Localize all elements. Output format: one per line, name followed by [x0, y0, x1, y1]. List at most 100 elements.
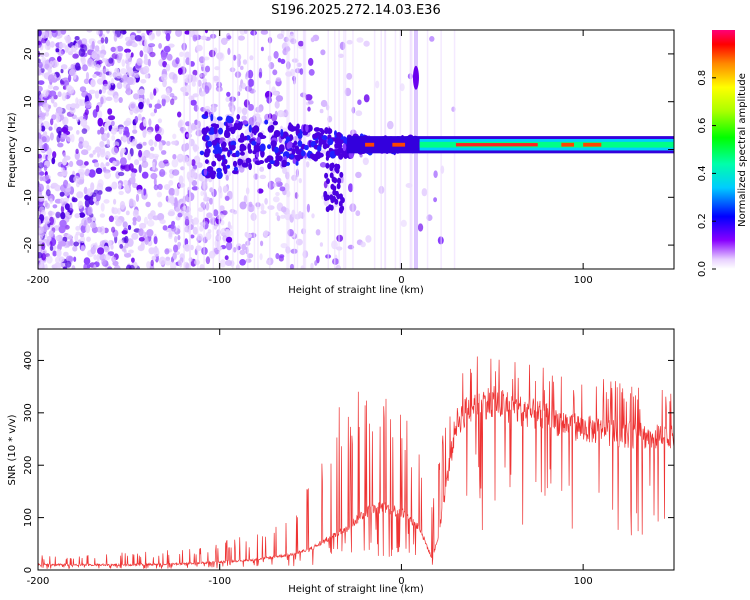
spectrogram-noise-blob	[177, 212, 183, 218]
spectrogram-noise-blob	[38, 162, 44, 169]
spectrogram-noise-blob	[116, 82, 123, 90]
spectrogram-noise-blob	[259, 166, 265, 172]
spectrogram-noise-blob	[172, 154, 177, 160]
spectrogram-signal-blob	[340, 197, 345, 204]
spectrogram-noise-blob	[160, 51, 167, 61]
spectrogram-noise-blob	[165, 32, 171, 42]
spectrogram-noise-blob	[138, 228, 144, 237]
spectrogram-noise-blob	[152, 161, 156, 171]
spectrogram-noise-blob	[97, 110, 103, 119]
spectrogram-noise-blob	[38, 211, 41, 216]
spectrogram-noise-blob	[151, 255, 157, 261]
spectrogram-noise-blob	[70, 133, 75, 143]
spectrogram-noise-blob	[279, 254, 285, 259]
spectrogram-noise-blob	[177, 241, 182, 247]
spectrogram-signal-blob	[201, 127, 208, 136]
spectrogram-noise-blob	[62, 152, 66, 158]
spectrogram-noise-blob	[205, 202, 210, 211]
spectrogram-noise-blob	[127, 39, 133, 46]
spectrogram-noise-blob	[144, 236, 149, 245]
spectrogram-noise-blob	[49, 60, 54, 68]
spectrogram-noise-blob	[128, 249, 134, 254]
spectrogram-noise-blob	[200, 92, 204, 97]
spectrogram-noise-blob	[99, 146, 106, 155]
spectrogram-signal-blob	[322, 135, 328, 141]
spectrogram-noise-blob	[138, 88, 145, 96]
spectrogram-noise-blob	[54, 236, 59, 241]
spectrogram-signal-blob	[325, 150, 331, 159]
spectrogram-signal-blob	[239, 151, 245, 156]
spectrogram-signal-blob	[300, 150, 306, 157]
spectrogram-noise-blob	[136, 143, 143, 150]
spectrogram-noise-blob	[267, 205, 275, 211]
spectrogram-signal-blob	[329, 204, 334, 211]
colorbar-label: Normalized spectral amplitude	[737, 73, 748, 227]
spectrogram-noise-blob	[307, 100, 314, 105]
spectrogram-noise-blob	[165, 63, 171, 72]
spectrogram-noise-blob	[38, 61, 43, 69]
spectrogram-noise-blob	[67, 126, 73, 131]
spectrogram-noise-blob	[152, 215, 160, 221]
spectrogram-noise-blob	[72, 245, 78, 252]
spectrogram-noise-blob	[106, 132, 110, 138]
spectrogram-noise-blob	[238, 84, 243, 92]
spectrogram-noise-blob	[279, 186, 286, 192]
spectrogram-noise-blob	[109, 70, 113, 78]
spectrogram-noise-blob	[60, 167, 65, 172]
spectrogram-noise-blob	[154, 133, 162, 142]
spectrogram-noise-blob	[104, 36, 109, 44]
spectrogram-noise-blob	[106, 30, 110, 34]
spectrogram-noise-blob	[107, 115, 116, 121]
spectrogram-noise-blob	[151, 32, 155, 40]
snr-y-label: SNR (10 * v/v)	[7, 414, 18, 485]
spectrogram-noise-blob	[298, 211, 303, 219]
spectrogram-signal-blob	[334, 142, 340, 149]
spectrogram-noise-blob	[306, 203, 310, 213]
spectrogram-noise-blob	[112, 160, 117, 166]
spectrogram-signal-blob	[251, 140, 257, 146]
spectrogram-signal-blob	[223, 167, 228, 175]
spectrogram-streak	[327, 30, 329, 269]
spectrogram-noise-blob	[43, 142, 48, 152]
spectrogram-noise-blob	[153, 236, 158, 245]
colorbar-gradient	[712, 30, 735, 269]
spectrogram-noise-blob	[164, 30, 172, 36]
spectrogram-noise-blob	[64, 203, 70, 211]
spectrogram-noise-blob	[171, 169, 180, 176]
spectrogram-noise-blob	[192, 226, 198, 235]
spectrogram-noise-blob	[166, 141, 171, 146]
spectrogram-noise-blob	[81, 217, 89, 227]
spectrogram-noise-blob	[400, 219, 407, 227]
spectrogram-noise-blob	[43, 165, 48, 171]
spectrogram-noise-blob	[74, 213, 80, 219]
spectrogram-noise-blob	[111, 53, 119, 59]
spectrogram-noise-blob	[50, 97, 55, 104]
spectrogram-signal-blob	[333, 177, 338, 184]
spectrogram-signal-blob	[267, 144, 272, 150]
spectrogram-noise-blob	[38, 116, 43, 125]
spectrogram-noise-blob	[282, 167, 288, 175]
spectrogram-noise-blob	[162, 225, 168, 231]
spectrogram-noise-blob	[118, 126, 125, 132]
spectrogram-signal-blob	[336, 183, 341, 190]
spectrogram-noise-blob	[65, 255, 74, 263]
spectrogram-noise-blob	[61, 92, 67, 102]
spectrogram-signal-blob	[199, 150, 205, 156]
spectrogram-noise-blob	[174, 235, 178, 243]
spectrogram-signal-blob	[273, 146, 279, 154]
spectrogram-vertical-blob	[412, 65, 419, 90]
carrier-band-inner	[419, 141, 674, 148]
spectrogram-noise-blob	[58, 225, 66, 234]
spectrogram-noise-blob	[127, 224, 132, 231]
x-tick-label: -200	[27, 275, 50, 286]
spectrogram-noise-blob	[224, 195, 230, 201]
spectrogram-noise-blob	[119, 157, 127, 166]
spectrogram-noise-blob	[260, 30, 269, 35]
spectrogram-noise-blob	[113, 33, 118, 42]
spectrogram-signal-blob	[238, 158, 244, 165]
y-tick-label: 400	[23, 351, 34, 370]
spectrogram-noise-blob	[153, 88, 157, 96]
spectrogram-signal-blob	[226, 116, 234, 124]
spectrogram-noise-blob	[275, 191, 280, 197]
spectrogram-noise-blob	[172, 133, 177, 140]
